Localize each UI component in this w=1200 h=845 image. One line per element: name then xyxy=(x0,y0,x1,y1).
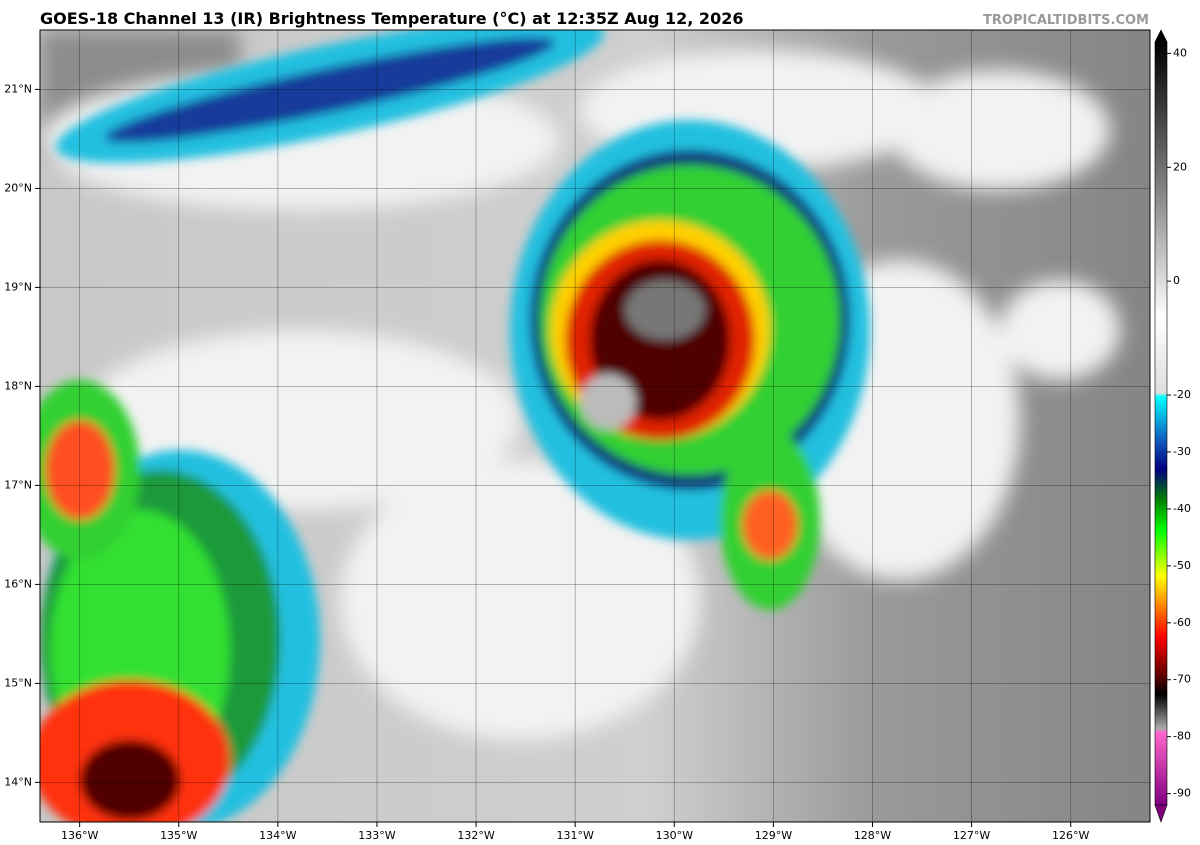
colorbar-tick-label: -20 xyxy=(1173,388,1191,401)
colorbar-scale xyxy=(1154,41,1168,806)
colorbar-tick-label: -30 xyxy=(1173,445,1191,458)
x-tick-label: 131°W xyxy=(556,829,593,842)
colorbar-tick-label: -90 xyxy=(1173,787,1191,800)
y-tick-label: 18°N xyxy=(4,379,32,392)
colorbar: 40 20 0 -20 -30 -40 -50 -60 -70 -80 -90 xyxy=(1154,29,1191,823)
title: GOES-18 Channel 13 (IR) Brightness Tempe… xyxy=(40,9,743,28)
x-tick-label: 135°W xyxy=(160,829,197,842)
colorbar-tick-label: 40 xyxy=(1173,46,1187,59)
x-tick-label: 127°W xyxy=(953,829,990,842)
y-tick-label: 17°N xyxy=(4,478,32,491)
y-tick-label: 16°N xyxy=(4,577,32,590)
colorbar-tick-label: -60 xyxy=(1173,616,1191,629)
x-tick-label: 129°W xyxy=(755,829,792,842)
x-tick-label: 132°W xyxy=(457,829,494,842)
y-tick-label: 15°N xyxy=(4,676,32,689)
colorbar-tick-label: 20 xyxy=(1173,160,1187,173)
colorbar-tick-label: -80 xyxy=(1173,730,1191,743)
colorbar-tick-label: 0 xyxy=(1173,274,1180,287)
map-frame xyxy=(39,29,1151,823)
y-tick-label: 14°N xyxy=(4,775,32,788)
y-tick-label: 19°N xyxy=(4,280,32,293)
colorbar-tick-label: -70 xyxy=(1173,673,1191,686)
x-tick-label: 130°W xyxy=(656,829,693,842)
colorbar-tick-label: -50 xyxy=(1173,559,1191,572)
x-tick-label: 128°W xyxy=(854,829,891,842)
x-tick-label: 133°W xyxy=(358,829,395,842)
satellite-imagery xyxy=(40,30,1150,822)
y-tick-label: 20°N xyxy=(4,181,32,194)
x-tick-label: 134°W xyxy=(259,829,296,842)
colorbar-tick-label: -40 xyxy=(1173,502,1191,515)
colorbar-extend-top xyxy=(1154,29,1168,43)
colorbar-extend-bottom xyxy=(1154,804,1168,823)
watermark: TROPICALTIDBITS.COM xyxy=(983,13,1149,28)
x-tick-label: 136°W xyxy=(61,829,98,842)
x-tick-label: 126°W xyxy=(1052,829,1089,842)
y-tick-label: 21°N xyxy=(4,82,32,95)
